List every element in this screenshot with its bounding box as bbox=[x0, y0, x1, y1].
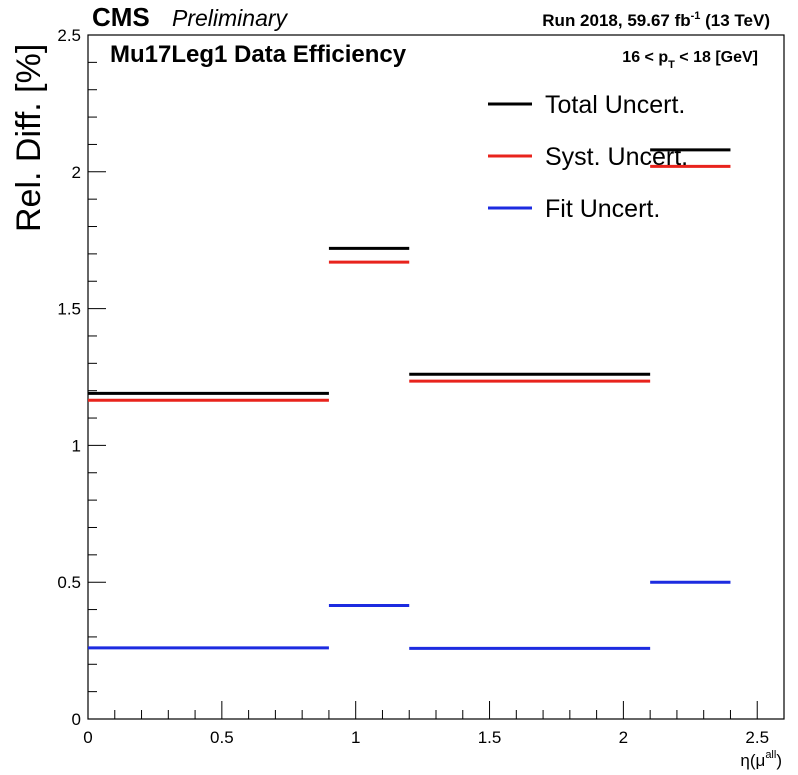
series-1 bbox=[88, 164, 731, 402]
plot-frame bbox=[87, 34, 785, 720]
legend-entry: Syst. Uncert. bbox=[545, 143, 688, 171]
x-tick-label: 1 bbox=[351, 728, 360, 747]
series-2 bbox=[88, 580, 731, 650]
pt-range-suffix: < 18 [GeV] bbox=[675, 49, 758, 66]
x-axis-title-main: η(μ bbox=[740, 751, 765, 770]
x-axis-title: η(μall) bbox=[740, 749, 782, 770]
y-tick-label: 2 bbox=[72, 163, 81, 182]
y-axis-title: Rel. Diff. [%] bbox=[10, 44, 48, 232]
plot-title: Mu17Leg1 Data Efficiency bbox=[110, 41, 407, 68]
legend-entry: Total Uncert. bbox=[545, 91, 685, 119]
axis-ticks: 0 0.5 1 1.5 2 2.5 0 0.5 1 1.5 2 2.5 bbox=[57, 26, 785, 747]
series-0 bbox=[88, 148, 731, 395]
pt-range-subscript: T bbox=[668, 59, 675, 71]
series-group bbox=[88, 148, 731, 650]
x-axis-title-close: ) bbox=[776, 751, 782, 770]
run-info-text: Run 2018, 59.67 fb bbox=[542, 11, 690, 30]
lumi-exponent: -1 bbox=[691, 10, 701, 22]
y-tick-label: 1.5 bbox=[57, 300, 81, 319]
legend: Total Uncert. Syst. Uncert. Fit Uncert. bbox=[488, 91, 688, 223]
pt-range: 16 < pT < 18 [GeV] bbox=[622, 49, 758, 71]
run-info: Run 2018, 59.67 fb-1 (13 TeV) bbox=[542, 10, 770, 30]
x-tick-label: 0 bbox=[83, 728, 92, 747]
y-tick-label: 2.5 bbox=[57, 26, 81, 45]
cms-label: CMS bbox=[92, 2, 150, 32]
x-tick-label: 2.5 bbox=[745, 728, 769, 747]
y-tick-label: 1 bbox=[72, 436, 81, 455]
y-tick-label: 0 bbox=[72, 710, 81, 729]
energy-text: (13 TeV) bbox=[700, 11, 770, 30]
x-tick-label: 0.5 bbox=[210, 728, 234, 747]
preliminary-label: Preliminary bbox=[172, 5, 289, 31]
x-tick-label: 1.5 bbox=[478, 728, 502, 747]
pt-range-prefix: 16 < p bbox=[622, 49, 668, 66]
legend-entry: Fit Uncert. bbox=[545, 195, 660, 223]
x-axis-title-sup: all bbox=[765, 749, 776, 761]
x-tick-label: 2 bbox=[619, 728, 628, 747]
y-tick-label: 0.5 bbox=[57, 573, 81, 592]
